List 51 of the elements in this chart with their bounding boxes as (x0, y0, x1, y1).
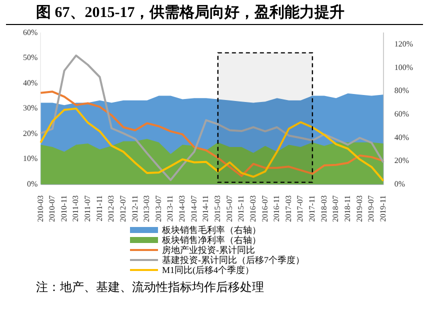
x-tick-label: 2015-07 (224, 195, 234, 222)
x-tick-label: 2011-07 (83, 195, 92, 222)
x-tick-label: 2010-03 (36, 195, 45, 222)
x-tick-label: 2018-07 (331, 195, 340, 222)
x-tick-label: 2019-07 (366, 195, 376, 222)
x-tick-label: 2015-11 (236, 195, 246, 222)
x-tick-label: 2010-11 (59, 195, 68, 222)
text: 注：地产、基建、流动性指标均作后移处理 (36, 279, 265, 296)
y2-tick-label: 60% (394, 109, 410, 118)
y2-tick-label: 20% (394, 156, 410, 166)
x-tick-label: 2010-07 (48, 195, 57, 222)
legend-label: 基建投资-累计同比（后移7个季度） (162, 255, 304, 265)
x-tick-label: 2018-03 (319, 195, 328, 222)
x-tick-label: 2012-11 (130, 195, 140, 222)
x-tick-label: 2013-11 (166, 195, 175, 222)
x-tick-label: 2017-03 (284, 195, 293, 222)
x-tick-label: 2014-03 (178, 195, 187, 222)
legend-label: 板块销售毛利率（右轴） (162, 225, 261, 235)
y2-tick-label: 80% (394, 86, 410, 96)
x-tick-label: 2014-11 (201, 195, 210, 222)
x-tick-label: 2016-03 (248, 195, 258, 222)
x-tick-label: 2011-03 (71, 195, 80, 222)
x-tick-label: 2018-11 (342, 195, 352, 222)
y-tick-label: 10% (22, 154, 38, 164)
y2-tick-label: 40% (394, 132, 410, 142)
legend-label: 房地产业投资-累计同比 (162, 245, 255, 255)
y2-tick-label: 100% (394, 62, 414, 72)
x-tick-label: 2017-11 (308, 195, 317, 222)
x-tick-label: 2017-07 (296, 195, 305, 222)
y-tick-label: 60% (22, 28, 38, 37)
x-tick-label: 2015-03 (213, 195, 222, 222)
x-tick-label: 2014-07 (189, 195, 198, 222)
y-tick-label: 0% (26, 179, 38, 188)
x-tick-label: 2019-11 (378, 195, 388, 222)
x-tick-label: 2019-03 (354, 195, 364, 222)
y2-tick-label: 0% (394, 179, 406, 188)
x-tick-label: 2013-07 (154, 195, 163, 222)
x-tick-label: 2013-03 (142, 195, 152, 222)
x-tick-label: 2012-07 (118, 195, 128, 222)
y2-tick-label: 120% (394, 40, 414, 49)
y-tick-label: 30% (22, 104, 38, 113)
x-tick-label: 2016-11 (272, 195, 282, 222)
y-tick-label: 50% (22, 53, 38, 62)
chart-title: 图 67、2015-17，供需格局向好，盈利能力提升 (6, 0, 423, 25)
y-tick-label: 40% (22, 78, 38, 88)
legend-label: 板块销售净利率（右轴） (162, 235, 261, 245)
x-tick-label: 2012-03 (106, 195, 116, 222)
y-tick-label: 20% (22, 128, 38, 138)
legend-label: M1同比(后移4个季度） (162, 265, 254, 275)
x-tick-label: 2016-07 (260, 195, 270, 222)
x-tick-label: 2011-11 (94, 195, 104, 222)
